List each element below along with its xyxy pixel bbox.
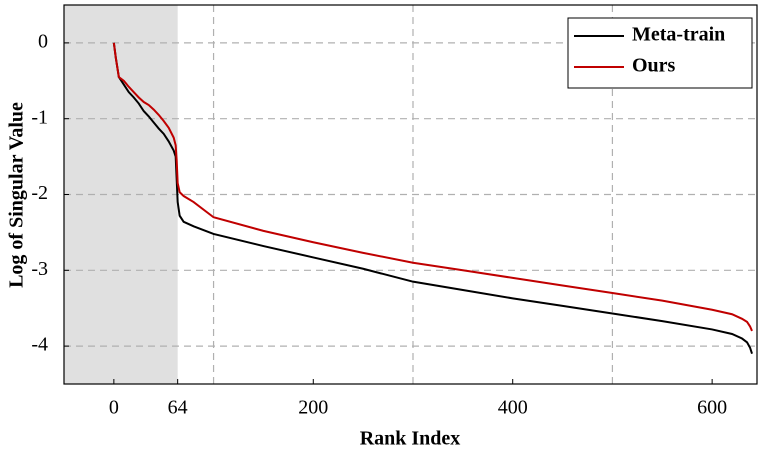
y-tick-label: -4 <box>31 334 48 356</box>
legend-label: Ours <box>632 55 676 77</box>
y-tick-label: -2 <box>31 182 48 204</box>
series-line <box>112 42 753 332</box>
x-axis-label: Rank Index <box>360 428 461 450</box>
legend-label: Meta-train <box>632 24 725 46</box>
x-tick-label: 400 <box>498 397 528 419</box>
x-tick-label: 600 <box>697 397 727 419</box>
x-tick-label: 0 <box>109 397 119 419</box>
legend-box <box>567 17 753 89</box>
x-tick-label: 64 <box>168 397 188 419</box>
x-tick-label: 200 <box>298 397 328 419</box>
plot-frame <box>63 4 758 385</box>
series-line <box>112 42 753 354</box>
y-tick-label: -3 <box>31 258 48 280</box>
y-tick-label: -1 <box>31 106 48 128</box>
y-axis-label: Log of Singular Value <box>6 102 28 288</box>
y-tick-label: 0 <box>38 30 48 52</box>
